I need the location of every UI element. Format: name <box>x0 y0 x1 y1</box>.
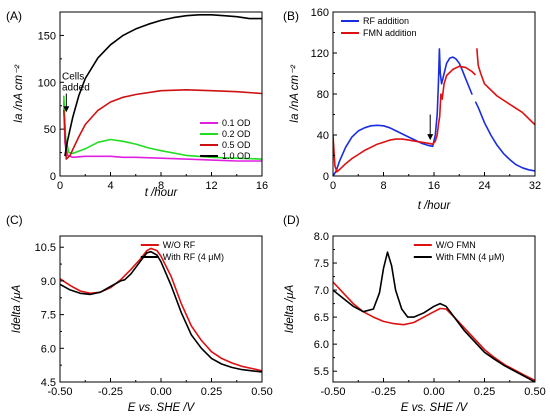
panel-b-xtick-label: 16 <box>428 180 440 192</box>
panel-a-label: (A) <box>6 9 22 23</box>
panel-c-series-line-2 <box>60 250 262 373</box>
panel-b-xtick-label: 32 <box>529 180 541 192</box>
panel-b-legend: RF addition FMN addition <box>341 16 417 38</box>
panel-d-ytick-label: 6.5 <box>314 312 329 324</box>
panel-d-ytick-label: 7.5 <box>314 258 329 270</box>
panel-d-xtick-label: 0.50 <box>524 386 545 398</box>
panel-a-legend-entry: 0.1 OD <box>222 118 251 128</box>
panel-a-ytick-label: 50 <box>44 124 56 136</box>
panel-d-series-line-1 <box>333 281 535 382</box>
panel-b-series-line-1-part-2 <box>474 101 535 172</box>
panel-c-ytick-label: 7.5 <box>41 310 56 322</box>
panel-b-series-line-1-part-1 <box>333 48 473 176</box>
panel-c-series-line-1 <box>60 247 262 372</box>
panel-c-xtick-label: -0.50 <box>47 386 72 398</box>
panel-b-ytick-label: 120 <box>311 48 329 60</box>
panel-b-ytick-label: 40 <box>317 130 329 142</box>
panel-b-series-line-2-part-2 <box>476 48 535 126</box>
panel-a-annotation-text: Cells <box>62 72 84 83</box>
panel-a-legend: 0.1 OD0.2 OD0.5 OD1.0 OD <box>200 118 251 161</box>
panel-a-ytick-label: 100 <box>38 77 56 89</box>
panel-c-y-axis-label: Idelta /μA <box>11 284 23 333</box>
panel-d-series <box>333 251 535 382</box>
panel-a-ytick-label: 0 <box>50 171 56 183</box>
panel-d-legend: W/O FMN With FMN (4 μM) <box>413 240 505 262</box>
panel-c-series <box>60 247 262 373</box>
panel-d-series-line-2 <box>333 251 535 382</box>
panel-b-annotation-arrowhead <box>427 134 434 141</box>
panel-b-legend-entry: RF addition <box>363 16 409 26</box>
panel-c-x-axis-label: E vs. SHE /V <box>128 402 196 414</box>
panel-d-xtick-label: 0.00 <box>423 386 444 398</box>
panel-d-frame <box>332 235 536 383</box>
panel-b-series-line-2-part-1 <box>333 65 476 173</box>
panel-c-xtick-label: 0.50 <box>251 386 272 398</box>
panel-d-legend-entry: With FMN (4 μM) <box>436 252 505 262</box>
panel-a-y-axis-label: Ia /nA cm⁻² <box>13 64 25 123</box>
panel-b-xtick-label: 8 <box>380 180 386 192</box>
panel-b-xtick-label: 24 <box>478 180 490 192</box>
panel-c-ytick-label: 4.5 <box>41 377 56 389</box>
panel-a-series-line-1 <box>63 100 262 162</box>
panel-c-legend-entry: W/O RF <box>163 240 196 250</box>
panel-d-legend-entry: W/O FMN <box>436 240 476 250</box>
panel-d-xtick-label: -0.25 <box>371 386 396 398</box>
panel-c-ytick-label: 6.0 <box>41 343 56 355</box>
panel-a-x-axis-label: t /hour <box>145 187 179 199</box>
panel-c-legend: W/O RF With RF (4 μM) <box>140 240 224 262</box>
panel-d-ytick-label: 5.5 <box>314 366 329 378</box>
panel-a-annotation-arrowhead <box>63 106 70 113</box>
panel-c-label: (C) <box>6 213 23 227</box>
panel-a-xtick-label: 4 <box>107 180 113 192</box>
panel-a-xtick-label: 12 <box>205 180 217 192</box>
panel-b-x-axis-label: t /hour <box>418 200 452 212</box>
panel-a-ytick-label: 150 <box>38 30 56 42</box>
panel-a-annotation-text: added <box>62 83 90 94</box>
panel-a: (A) 0 4 8 12 16 0 50 100 150 t /hour Ia /nA cm⁻² 0.1… <box>6 9 268 199</box>
panel-d-ytick-label: 6.0 <box>314 339 329 351</box>
panel-d-ytick-label: 7.0 <box>314 285 329 297</box>
panel-b-xtick-label: 0 <box>330 180 336 192</box>
panel-c: (C) -0.50 -0.25 0.00 0.25 0.50 4.5 6.0 7.5 9.0 10.… <box>6 213 273 414</box>
panel-b-y-axis-label: Ia /nA cm⁻² <box>289 64 301 123</box>
panel-a-xtick-label: 0 <box>57 180 63 192</box>
panel-d-xtick-label: -0.50 <box>320 386 345 398</box>
panel-a-xtick-label: 16 <box>256 180 268 192</box>
panel-c-xtick-label: 0.25 <box>201 386 222 398</box>
panel-a-series-line-3 <box>63 89 262 160</box>
panel-d-xtick-label: 0.25 <box>474 386 495 398</box>
panel-a-xtick-label: 8 <box>158 180 164 192</box>
panel-d-ytick-label: 8.0 <box>314 231 329 243</box>
panel-c-xtick-label: -0.25 <box>98 386 123 398</box>
panel-a-series-line-4 <box>64 14 262 157</box>
panel-b-label: (B) <box>283 9 299 23</box>
panel-a-legend-entry: 0.2 OD <box>222 129 251 139</box>
panel-d: (D) -0.50 -0.25 0.00 0.25 0.50 5.5 6.0 6.5 7.0 7.5… <box>283 213 546 414</box>
panel-a-legend-entry: 0.5 OD <box>222 140 251 150</box>
panel-b-annotation <box>427 114 434 141</box>
panel-b: (B) 0 8 16 24 32 0 40 80 120 160 t /hour Ia /nA cm⁻²… <box>283 7 541 212</box>
panel-b-ytick-label: 80 <box>317 89 329 101</box>
panel-a-legend-entry: 1.0 OD <box>222 151 251 161</box>
panel-c-legend-entry: With RF (4 μM) <box>163 252 224 262</box>
panel-b-ytick-label: 0 <box>323 171 329 183</box>
panel-b-ytick-label: 160 <box>311 7 329 19</box>
panel-c-ytick-label: 9.0 <box>41 276 56 288</box>
panel-b-series <box>333 48 535 176</box>
panel-d-label: (D) <box>283 213 300 227</box>
panel-d-y-axis-label: Idelta /μA <box>284 284 296 333</box>
panel-d-x-axis-label: E vs. SHE /V <box>401 402 469 414</box>
panel-b-legend-entry: FMN addition <box>363 28 417 38</box>
panel-c-ytick-label: 10.5 <box>35 242 56 254</box>
panel-c-xtick-label: 0.00 <box>150 386 171 398</box>
